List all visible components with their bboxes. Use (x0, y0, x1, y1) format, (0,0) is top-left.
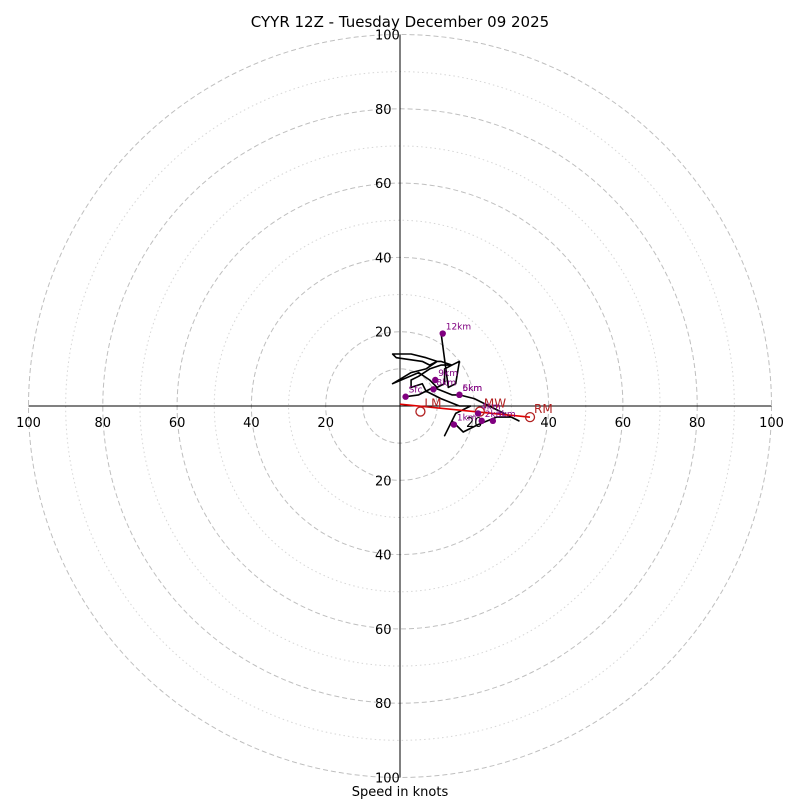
chart-title: CYYR 12Z - Tuesday December 09 2025 (251, 13, 549, 31)
height-point (432, 376, 439, 384)
hodograph-trace (391, 331, 520, 437)
hodograph-line (391, 331, 520, 437)
y-tick-label: 60 (375, 623, 392, 638)
height-label: 8km (436, 378, 456, 388)
y-tick-label: 80 (375, 103, 392, 118)
height-label: 1km (457, 414, 477, 424)
height-label: 4km (481, 402, 501, 412)
height-point (439, 330, 446, 337)
y-tick-label: 40 (375, 549, 392, 564)
height-label: 2km (485, 410, 505, 420)
height-label: 12km (446, 323, 471, 333)
x-tick-label: 80 (689, 416, 706, 431)
storm-motion-marker (524, 411, 536, 423)
height-point (450, 421, 458, 428)
x-tick-label: 80 (95, 416, 112, 431)
height-label: 6km (462, 384, 482, 394)
height-point (430, 386, 437, 393)
storm-motion-line (399, 403, 531, 418)
x-tick-label: 100 (759, 416, 784, 431)
x-tick-label: 60 (615, 416, 632, 431)
height-point (402, 393, 409, 400)
y-tick-label: 100 (375, 772, 400, 787)
storm-motion-group: LM MW RM (399, 397, 553, 423)
height-label: 9km (438, 369, 458, 379)
y-tick-label: 20 (375, 326, 392, 341)
y-tick-label: 80 (375, 697, 392, 712)
storm-motion-label: MW (484, 397, 506, 411)
storm-motion-marker (474, 406, 486, 417)
y-tick-labels: 100 80 60 40 20 20 40 60 80 100 (375, 29, 400, 787)
height-label: Sfc (409, 386, 423, 396)
y-tick-label: 100 (375, 29, 400, 44)
height-point (474, 410, 482, 417)
storm-motion-label: LM (424, 397, 441, 411)
x-tick-label: 20 (466, 416, 483, 431)
y-tick-label: 20 (375, 474, 392, 489)
x-axis-label: Speed in knots (352, 785, 449, 800)
x-tick-label: 40 (243, 416, 260, 431)
x-tick-label: 20 (317, 416, 334, 431)
x-tick-labels: 100 80 60 40 20 20 40 60 80 100 (16, 416, 784, 431)
height-point (489, 417, 497, 425)
x-tick-label: 100 (16, 416, 41, 431)
height-point (478, 417, 485, 425)
storm-motion-label: RM (534, 402, 553, 416)
y-tick-label: 60 (375, 177, 392, 192)
storm-motion-marker (415, 406, 426, 417)
y-tick-label: 40 (375, 251, 392, 266)
height-point (456, 391, 463, 399)
height-label: 3km (496, 410, 516, 420)
x-tick-label: 40 (540, 416, 557, 431)
x-tick-label: 60 (169, 416, 186, 431)
height-label: 5km (462, 384, 482, 394)
